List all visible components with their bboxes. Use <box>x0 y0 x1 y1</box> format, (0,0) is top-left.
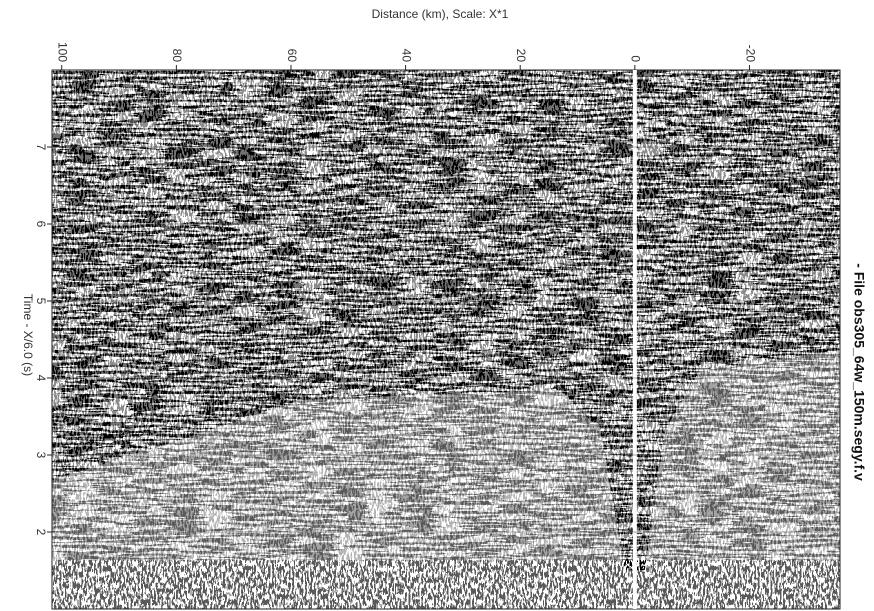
x-tick-label: 20 <box>514 49 528 63</box>
y-tick-label: 2 <box>34 529 48 536</box>
x-tick-label: 60 <box>285 49 299 63</box>
y-tick-label: 6 <box>34 221 48 228</box>
chart-title: Distance (km), Scale: X*1 <box>372 7 509 21</box>
x-tick-label: 80 <box>170 49 184 63</box>
x-tick-label: 0 <box>629 55 643 62</box>
noise-region <box>52 350 840 609</box>
y-tick-label: 4 <box>34 375 48 382</box>
x-tick-label: 100 <box>56 42 70 62</box>
x-tick-label: -20 <box>743 45 757 63</box>
y-tick-label: 7 <box>34 144 48 151</box>
seismic-image <box>52 70 840 609</box>
y-tick-label: 5 <box>34 298 48 305</box>
x-tick-label: 40 <box>399 49 413 63</box>
y-axis-label: Time - X/6.0 (s) <box>21 294 35 376</box>
arrival-streaks <box>52 70 840 560</box>
plot-frame <box>51 69 841 610</box>
y-tick-label: 3 <box>34 452 48 459</box>
file-annotation: - File obs305_64w_150m.segy.f.v <box>851 263 867 481</box>
